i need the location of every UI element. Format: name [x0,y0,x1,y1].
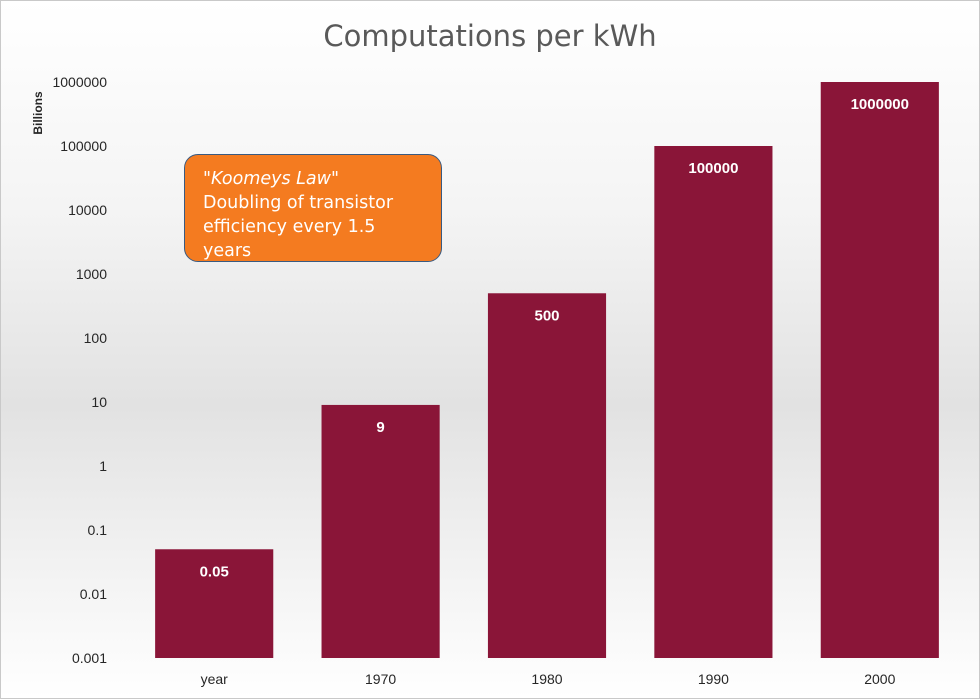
callout-line-3: efficiency every 1.5 years [203,217,376,261]
bar-1970 [321,404,440,658]
bar-2000 [820,82,939,658]
x-tick-label: 2000 [864,671,895,687]
callout-line-2: Doubling of transistor [203,193,394,213]
bar-1980 [487,293,607,658]
y-tick-label: 100 [84,330,108,346]
chart-title: Computations per kWh [323,19,657,53]
data-label: 500 [534,307,559,324]
y-tick-label: 1000000 [52,74,107,90]
y-tick-label: 0.001 [72,650,107,666]
x-tick-label: 1980 [531,671,562,687]
koomeys-law-callout: "Koomeys Law" Doubling of transistor eff… [184,154,442,262]
y-axis-label: Billions [31,91,45,135]
y-tick-label: 100000 [60,138,107,154]
x-tick-label: 1990 [698,671,729,687]
data-label: 9 [376,419,384,436]
data-label: 0.05 [200,563,229,580]
y-tick-label: 0.01 [80,586,107,602]
bar-1990 [654,146,773,658]
y-tick-label: 1000 [76,266,107,282]
y-tick-label: 1 [99,458,107,474]
bar-year [155,549,274,658]
y-tick-label: 10 [91,394,107,410]
data-label: 100000 [688,160,738,177]
x-tick-label: 1970 [365,671,396,687]
callout-line-1: "Koomeys Law" [203,169,340,189]
data-label: 1000000 [851,96,909,113]
x-tick-label: year [201,671,229,687]
y-tick-label: 10000 [68,202,107,218]
y-tick-label: 0.1 [88,522,108,538]
